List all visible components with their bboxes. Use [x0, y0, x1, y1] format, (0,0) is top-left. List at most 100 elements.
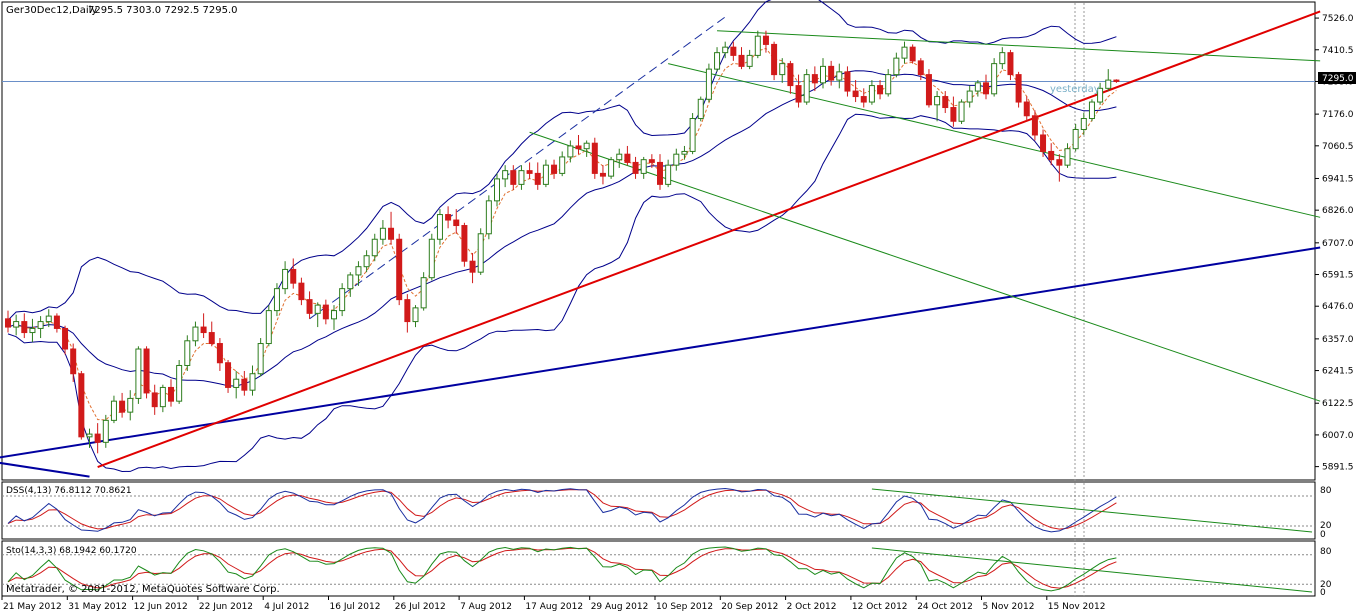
candle-body [901, 46, 908, 59]
price-tick-label: 7176.0 [1322, 110, 1354, 120]
candle-body [738, 54, 745, 67]
candle [844, 66, 851, 97]
yesterday-annotation: yesterday [1050, 84, 1100, 95]
candle [616, 148, 623, 168]
candle [559, 151, 566, 177]
price-tick-label: 7526.0 [1322, 14, 1354, 24]
candle [738, 47, 745, 70]
candle [534, 162, 541, 190]
candle-body [396, 238, 403, 301]
candle [1031, 110, 1038, 141]
price-tick-label: 6826.0 [1322, 206, 1354, 216]
candle-body [828, 65, 835, 81]
candle [1007, 49, 1014, 81]
sto-panel-frame [1, 540, 1316, 597]
candle [331, 305, 337, 330]
date-tick-label: 29 Aug 2012 [591, 602, 649, 612]
candle-body [966, 90, 973, 103]
price-tick-label: 6007.0 [1322, 431, 1354, 441]
candle [551, 159, 558, 179]
candle-body [70, 348, 77, 375]
candle-body [665, 164, 672, 185]
candle [453, 209, 460, 234]
dss-label: DSS(4,13) 76.8112 70.8621 [6, 486, 132, 496]
candle-body [771, 43, 778, 76]
candle-body [1056, 159, 1063, 166]
dss-trendline [871, 488, 1313, 533]
candle [999, 47, 1006, 70]
candle-body [958, 101, 965, 122]
candle-body [176, 364, 183, 402]
date-tick-label: 5 Nov 2012 [983, 602, 1035, 612]
candle [428, 233, 435, 281]
candle [599, 165, 606, 185]
candle-body [290, 268, 297, 284]
candle [868, 80, 875, 105]
candle-body [469, 260, 476, 273]
candle-body [151, 392, 158, 408]
candle-body [714, 52, 721, 70]
candle [648, 154, 655, 168]
candle [388, 211, 395, 245]
candle [811, 66, 818, 92]
candle-body [216, 343, 223, 364]
date-tick-label: 2 Oct 2012 [787, 602, 837, 612]
candle-body [355, 266, 362, 276]
candle-body [591, 142, 598, 174]
candle-body [803, 74, 810, 103]
candle-body [868, 85, 875, 103]
dss-main-line [7, 489, 1117, 530]
candle-body [746, 54, 753, 67]
candle [632, 156, 639, 179]
candle [1015, 71, 1022, 108]
candle [983, 74, 989, 100]
date-tick-label: 10 Sep 2012 [656, 602, 713, 612]
date-tick-label: 21 May 2012 [3, 602, 62, 612]
candle [934, 91, 941, 122]
candle-body [420, 277, 427, 309]
candle [5, 310, 11, 333]
candle-body [1023, 101, 1030, 117]
candle-body [306, 299, 313, 314]
candle-body [526, 170, 533, 174]
candle [420, 272, 427, 311]
candle-body [925, 74, 932, 106]
candle-body [657, 161, 663, 185]
candle [950, 96, 957, 127]
current-price-value: 7295.0 [1322, 74, 1354, 84]
candle [396, 233, 403, 306]
candle [45, 309, 52, 328]
candle [820, 58, 826, 89]
candle [510, 165, 517, 190]
candle-body [624, 153, 631, 163]
red-trendline [97, 10, 1321, 468]
candle-body [950, 107, 957, 122]
candle [127, 390, 134, 421]
candle [290, 258, 297, 289]
candle-body [265, 310, 272, 345]
price-tick-label: 6122.5 [1322, 399, 1354, 409]
candle [119, 392, 126, 418]
candle [249, 365, 256, 396]
candle [567, 140, 574, 163]
moving-average-line [7, 47, 1117, 421]
candle [877, 80, 884, 100]
candle [754, 30, 761, 59]
candle-body [485, 200, 492, 235]
candle-body [942, 96, 949, 109]
candle-body [648, 159, 655, 163]
candle [29, 318, 36, 343]
candle-body [754, 35, 761, 56]
candle-layer [5, 30, 1120, 454]
candle [575, 134, 582, 155]
candle [705, 63, 712, 103]
candle [762, 30, 769, 53]
candle [363, 250, 370, 273]
candle [1023, 96, 1030, 122]
candle [13, 314, 20, 336]
candle [746, 49, 753, 70]
candle-body [53, 315, 60, 329]
candle [241, 370, 248, 396]
price-tick-label: 7410.5 [1322, 46, 1354, 56]
candle [803, 69, 810, 105]
